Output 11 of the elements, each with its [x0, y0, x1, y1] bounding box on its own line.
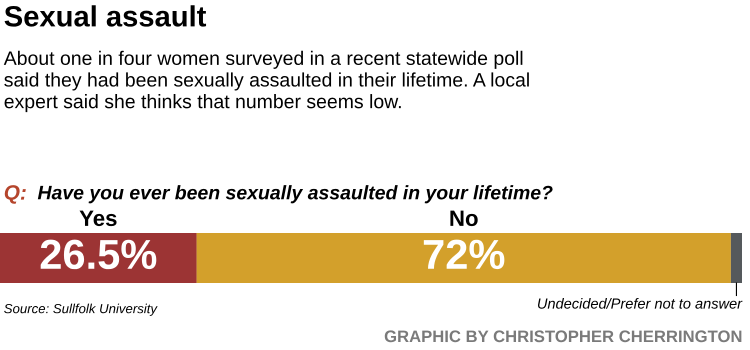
chart-subtitle: About one in four women surveyed in a recent statewide poll said they had been sexually assaulted in their lifetime. A local expert said she thinks that number seems low. — [4, 50, 529, 112]
text: Q: — [4, 185, 26, 204]
text: GRAPHIC BY CHRISTOPHER CHERRINGTON — [384, 330, 742, 342]
source-note: Source: Sullfolk University — [4, 304, 158, 316]
series-label: Undecided/Prefer not to answer — [538, 298, 743, 309]
text: Have you ever been sexually assaulted in your lifetime? — [38, 185, 553, 204]
chart-title: Sexual assault — [4, 5, 206, 27]
series-label: Yes — [80, 210, 117, 226]
data-label: 72% — [424, 240, 504, 270]
series-label: No — [450, 210, 478, 226]
data-label: 26.5% — [40, 240, 156, 270]
